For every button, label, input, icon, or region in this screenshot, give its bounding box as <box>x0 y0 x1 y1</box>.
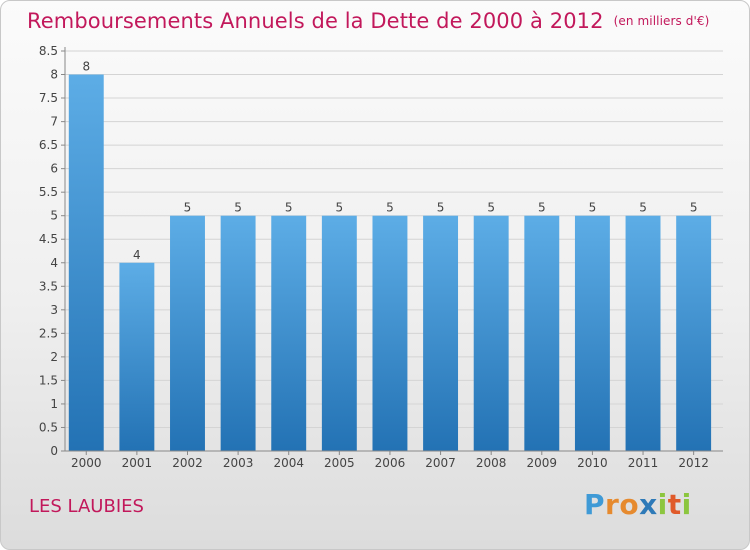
bar-value-label: 5 <box>589 201 597 215</box>
bar-value-label: 4 <box>133 248 141 262</box>
y-tick-label: 7 <box>50 115 58 129</box>
chart-title-text: Remboursements Annuels de la Dette de 20… <box>27 9 604 33</box>
commune-name: LES LAUBIES <box>29 496 144 517</box>
bar <box>524 215 560 451</box>
bars: 8 4 5 5 5 5 5 5 5 5 5 5 5 <box>68 60 712 451</box>
x-tick-label: 2002 <box>172 456 203 470</box>
y-tick-label: 4.5 <box>39 232 58 246</box>
bar-value-label: 5 <box>285 201 293 215</box>
proxiti-logo: Proxiti <box>584 488 692 521</box>
y-tick-label: 3 <box>50 303 58 317</box>
bar <box>220 215 256 451</box>
bar <box>68 74 104 451</box>
bar-value-label: 5 <box>234 201 242 215</box>
bar <box>372 215 408 451</box>
bar <box>676 215 712 451</box>
bar-value-label: 5 <box>184 201 192 215</box>
y-tick-label: 2.5 <box>39 326 58 340</box>
bar-value-label: 5 <box>336 201 344 215</box>
y-tick-label: 5 <box>50 209 58 223</box>
unit-note: (en milliers d'€) <box>613 14 710 28</box>
y-tick-label: 4 <box>50 256 58 270</box>
y-tick-label: 8.5 <box>39 44 58 58</box>
y-tick-label: 1.5 <box>39 373 58 387</box>
bar-value-label: 5 <box>538 201 546 215</box>
bar-value-label: 5 <box>487 201 495 215</box>
bar <box>170 215 205 451</box>
x-tick-label: 2004 <box>273 456 304 470</box>
chart-title: Remboursements Annuels de la Dette de 20… <box>27 9 709 33</box>
x-axis: 2000 2001 2002 2003 2004 2005 2006 2007 2008 2009… <box>65 450 723 470</box>
x-tick-label: 2005 <box>324 456 355 470</box>
bar <box>321 215 357 451</box>
y-tick-label: 0.5 <box>39 420 58 434</box>
x-tick-label: 2003 <box>223 456 254 470</box>
y-tick-label: 7.5 <box>39 91 58 105</box>
bar <box>574 215 610 451</box>
bar-value-label: 5 <box>386 201 394 215</box>
y-tick-label: 0 <box>50 444 58 458</box>
bar-value-label: 5 <box>690 201 698 215</box>
x-tick-label: 2008 <box>476 456 507 470</box>
y-tick-label: 3.5 <box>39 279 58 293</box>
x-tick-label: 2011 <box>628 456 659 470</box>
x-tick-label: 2006 <box>375 456 406 470</box>
bar <box>119 262 155 451</box>
y-tick-label: 8 <box>50 68 58 82</box>
x-tick-label: 2012 <box>678 456 709 470</box>
bar <box>625 215 661 451</box>
y-tick-label: 6 <box>50 162 58 176</box>
y-tick-label: 6.5 <box>39 138 58 152</box>
bar-value-label: 8 <box>82 60 90 74</box>
bar-value-label: 5 <box>437 201 445 215</box>
x-tick-label: 2010 <box>577 456 608 470</box>
y-axis: 0 0.5 1 1.5 2 2.5 3 3.5 4 4.5 5 5.5 6 6.5 7 7.5 8 8.5 <box>39 44 66 458</box>
bar <box>423 215 459 451</box>
y-tick-label: 2 <box>50 350 58 364</box>
bar-value-label: 5 <box>639 201 647 215</box>
bar <box>473 215 509 451</box>
x-tick-label: 2000 <box>71 456 102 470</box>
y-tick-label: 1 <box>50 397 58 411</box>
x-tick-label: 2007 <box>425 456 456 470</box>
bar <box>271 215 307 451</box>
x-tick-label: 2009 <box>527 456 558 470</box>
y-tick-label: 5.5 <box>39 185 58 199</box>
x-tick-label: 2001 <box>122 456 153 470</box>
